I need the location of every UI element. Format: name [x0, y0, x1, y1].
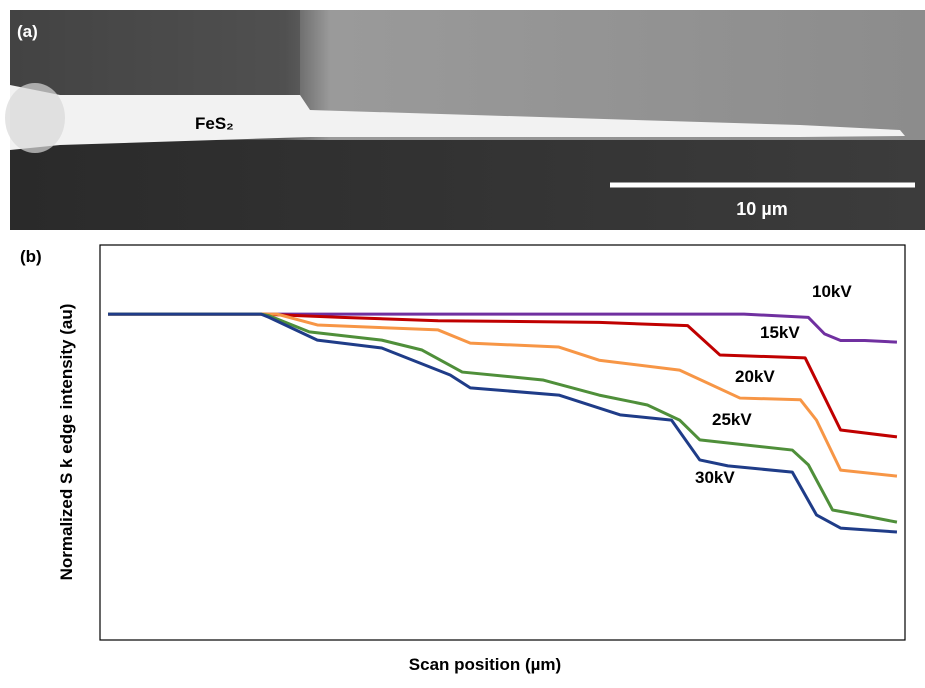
x-axis-label: Scan position (µm) [409, 655, 561, 674]
panel-label: (a) [17, 22, 38, 41]
series-label: 15kV [760, 323, 800, 342]
y-axis-label: Normalized S k edge intensity (au) [57, 304, 76, 581]
panel-label: (b) [20, 247, 42, 266]
series-label: 30kV [695, 468, 735, 487]
material-label: FeS₂ [195, 114, 234, 133]
series-label: 20kV [735, 367, 775, 386]
series-line [108, 312, 898, 478]
sem-image: (a) FeS₂ 10 µm [5, 10, 925, 230]
series-label: 25kV [712, 410, 752, 429]
series-line [108, 312, 898, 524]
series-label: 10kV [812, 282, 852, 301]
plot-frame [99, 244, 906, 641]
series-line [108, 312, 898, 439]
scale-bar-label: 10 µm [736, 199, 787, 219]
series-line [108, 312, 898, 534]
